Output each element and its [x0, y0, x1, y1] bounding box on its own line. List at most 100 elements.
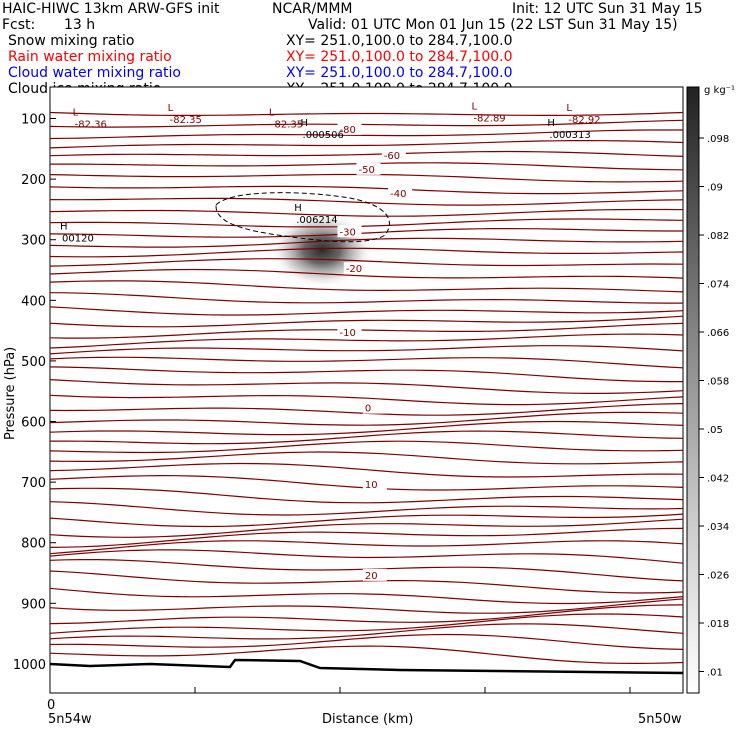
label-bg — [337, 325, 362, 338]
extremum-value: -82.89 — [473, 113, 505, 124]
isotherm-line — [49, 549, 684, 564]
isotherm-line — [49, 645, 684, 665]
chart-title: HAIC-HIWC 13km ARW-GFS init — [2, 1, 220, 17]
extremum-value: -82.92 — [568, 115, 600, 126]
isotherm-line — [49, 345, 684, 355]
isotherm-line — [49, 306, 684, 316]
colorbar-label: .042 — [707, 474, 729, 485]
colorbar — [686, 86, 700, 694]
isotherm-line — [49, 604, 684, 625]
colorbar-unit: g kg⁻¹ — [704, 85, 735, 96]
isotherm-line — [49, 280, 684, 293]
isotherm-line — [49, 379, 684, 394]
x-axis-label: Distance (km) — [322, 712, 413, 727]
colorbar-label: .066 — [707, 328, 729, 339]
x-origin-label: 0 — [47, 698, 55, 713]
extremum-kind: H — [60, 221, 68, 232]
isotherm-line — [49, 366, 683, 383]
y-tick-label: 900 — [21, 597, 46, 612]
label-bg — [388, 187, 413, 200]
isotherm-line — [49, 440, 684, 454]
y-tick-label: 300 — [21, 234, 46, 249]
isotherm-line — [49, 247, 684, 258]
y-tick-label: 1000 — [13, 658, 46, 673]
isotherm-line — [49, 356, 684, 369]
isotherm-line — [49, 315, 684, 328]
isotherm-label: -10 — [340, 328, 356, 339]
y-tick-label: 600 — [21, 416, 46, 431]
isotherm-line — [49, 411, 684, 426]
colorbar-label: .082 — [707, 231, 729, 242]
extremum-kind: L — [73, 107, 79, 118]
cloud-ice-dashed-contour — [215, 192, 390, 243]
isotherm-line — [49, 394, 684, 406]
y-axis: 100 200 300 400 500 600 700 800 900 1000 — [13, 113, 56, 673]
field-name: Snow mixing ratio — [8, 33, 134, 49]
isotherm-line — [49, 598, 684, 614]
colorbar-label: .09 — [707, 183, 723, 194]
extremum-value: -82.35 — [271, 119, 303, 130]
isotherm-line — [49, 208, 684, 217]
colorbar-label: .026 — [707, 571, 729, 582]
isotherm-contours — [49, 111, 684, 665]
y-tick-label: 800 — [21, 537, 46, 552]
field-xy: XY= 251.0,100.0 to 284.7,100.0 — [286, 49, 513, 65]
label-bg — [343, 262, 368, 275]
isotherm-label: -20 — [346, 264, 362, 275]
extremum-kind: H — [301, 118, 309, 129]
contour-labels: -80-60-50-40-30-20-1001020L-82.36L-82.35… — [60, 101, 601, 581]
isotherm-line — [49, 587, 684, 605]
field-xy: XY= 251.0,100.0 to 284.7,100.0 — [286, 33, 513, 49]
colorbar-label: .05 — [707, 425, 723, 436]
isotherm-label: -50 — [359, 165, 375, 176]
isotherm-line — [49, 140, 684, 149]
field-name: Cloud water mixing ratio — [8, 65, 181, 81]
plot-frame — [49, 86, 684, 694]
field-xy: XY= 251.0,100.0 to 284.7,100.0 — [286, 65, 513, 81]
label-bg — [362, 477, 387, 490]
isotherm-line — [49, 462, 684, 478]
isotherm-line — [49, 613, 684, 634]
label-bg — [362, 568, 387, 581]
init-time: Init: 12 UTC Sun 31 May 15 — [512, 1, 703, 17]
label-bg — [337, 122, 362, 135]
y-tick-label: 100 — [21, 113, 46, 128]
label-bg — [337, 225, 362, 238]
isotherm-line — [49, 218, 684, 228]
label-bg — [362, 401, 387, 414]
extremum-value: 00120 — [62, 233, 94, 244]
isotherm-line — [49, 292, 683, 304]
y-tick-label: 700 — [21, 476, 46, 491]
isotherm-line — [49, 513, 684, 528]
isotherm-line — [49, 633, 684, 650]
isotherm-label: -30 — [340, 227, 356, 238]
field-name: Rain water mixing ratio — [8, 49, 172, 65]
extremum-value: -82.36 — [75, 119, 107, 130]
isotherm-line — [49, 129, 683, 140]
org-label: NCAR/MMM — [272, 1, 353, 17]
isotherm-line — [49, 570, 684, 594]
colorbar-label: .018 — [707, 619, 729, 630]
isotherm-line — [49, 111, 684, 116]
extremum-value: .000313 — [549, 130, 590, 141]
isotherm-label: 10 — [365, 480, 378, 491]
isotherm-line — [49, 540, 684, 555]
colorbar-label: .058 — [707, 377, 729, 388]
isotherm-line — [49, 487, 684, 504]
x-right-label: 5n50w — [638, 712, 682, 727]
isotherm-label: -40 — [390, 189, 406, 200]
extremum-value: .000506 — [303, 130, 344, 141]
isotherm-line — [49, 518, 684, 538]
extremum-kind: L — [168, 103, 174, 114]
y-tick-label: 200 — [21, 173, 46, 188]
ground-surface-line — [49, 658, 684, 675]
isotherm-line — [49, 268, 684, 279]
isotherm-line — [49, 451, 684, 465]
isotherm-line — [49, 237, 684, 248]
extremum-value: -82.35 — [170, 115, 202, 126]
extremum-kind: L — [269, 107, 275, 118]
valid-time: Valid: 01 UTC Mon 01 Jun 15 (22 LST Sun … — [308, 17, 678, 33]
y-tick-label: 500 — [21, 355, 46, 370]
extremum-value: .006214 — [296, 215, 337, 226]
isotherm-label: -60 — [384, 151, 400, 162]
